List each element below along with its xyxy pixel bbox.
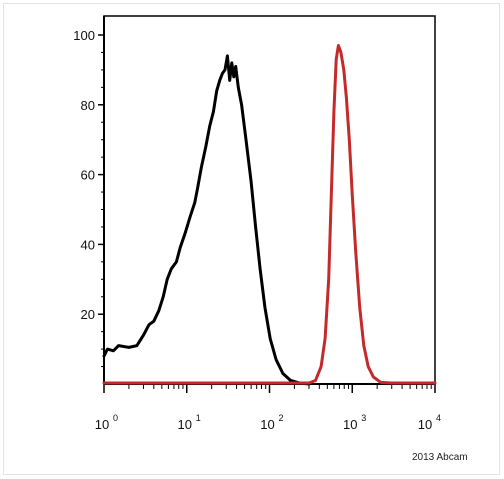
- x-tick-label-exponent: 1: [196, 413, 201, 423]
- x-tick-label-exponent: 2: [279, 413, 284, 423]
- y-tick-label: 60: [81, 168, 95, 183]
- y-tick-label: 100: [73, 28, 95, 43]
- copyright-label: 2013 Abcam: [412, 452, 468, 463]
- x-tick-label-base: 10: [343, 417, 357, 432]
- x-tick-label-exponent: 0: [113, 413, 118, 423]
- x-tick-label-exponent: 4: [436, 413, 441, 423]
- y-tick-label: 40: [81, 237, 95, 252]
- y-tick-label: 20: [81, 307, 95, 322]
- series-line-2: [102, 44, 437, 385]
- x-tick-label-base: 10: [418, 417, 432, 432]
- y-tick-label: 80: [81, 98, 95, 113]
- x-tick-label-exponent: 3: [361, 413, 366, 423]
- x-tick-label-base: 10: [178, 417, 192, 432]
- x-tick-label-base: 10: [95, 417, 109, 432]
- series-line-1: [102, 54, 311, 386]
- figure-frame: [3, 3, 500, 475]
- x-tick-label-base: 10: [260, 417, 274, 432]
